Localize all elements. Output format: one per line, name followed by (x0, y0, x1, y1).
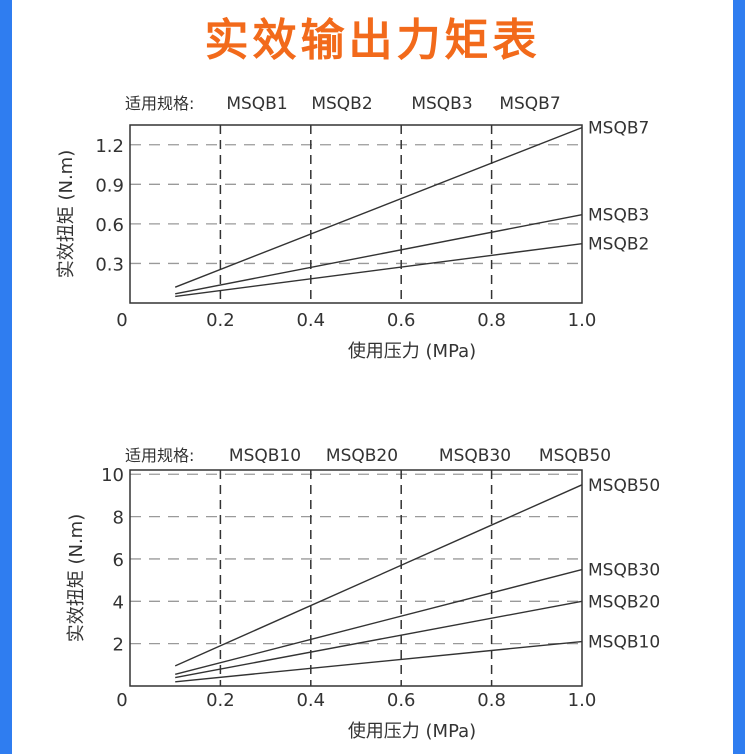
page-title: 实效输出力矩表 (204, 15, 541, 66)
content-card (12, 0, 733, 754)
